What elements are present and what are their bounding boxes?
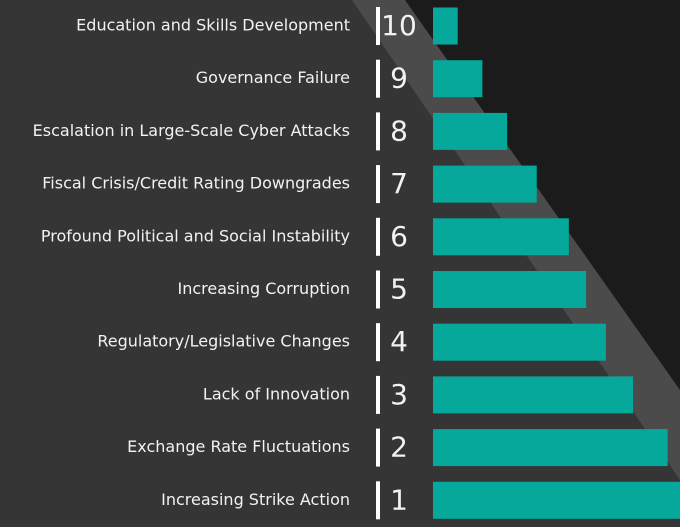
bar: [433, 112, 508, 150]
rank-label: 4: [390, 325, 408, 358]
rank-label: 1: [390, 483, 408, 516]
rank-label: 7: [390, 167, 408, 200]
category-label: Increasing Strike Action: [161, 490, 350, 509]
category-label: Profound Political and Social Instabilit…: [41, 226, 350, 245]
separator: [376, 375, 380, 414]
separator: [376, 323, 380, 362]
bar: [433, 429, 668, 467]
bar: [433, 323, 606, 361]
category-label: Education and Skills Development: [76, 16, 350, 35]
separator: [376, 7, 380, 45]
category-label: Increasing Corruption: [178, 279, 350, 298]
category-label: Governance Failure: [196, 68, 350, 87]
separator: [376, 270, 380, 309]
separator: [376, 217, 380, 256]
bar: [433, 218, 569, 256]
bar: [433, 271, 587, 308]
rank-label: 10: [381, 9, 417, 42]
category-label: Fiscal Crisis/Credit Rating Downgrades: [42, 174, 350, 193]
bar: [433, 481, 680, 519]
rank-label: 5: [390, 273, 408, 306]
category-label: Regulatory/Legislative Changes: [97, 332, 350, 351]
bar: [433, 60, 483, 98]
category-label: Exchange Rate Fluctuations: [127, 437, 350, 456]
rank-label: 8: [390, 114, 408, 147]
rank-label: 3: [390, 378, 408, 411]
bar: [433, 165, 537, 203]
separator: [376, 428, 380, 467]
rank-label: 2: [390, 431, 408, 464]
rank-label: 6: [390, 220, 408, 253]
bar: [433, 7, 458, 45]
background-dark: [405, 0, 680, 390]
category-label: Lack of Innovation: [203, 384, 350, 403]
rank-label: 9: [390, 62, 408, 95]
bar: [433, 376, 634, 414]
separator: [376, 165, 380, 204]
separator: [376, 112, 380, 151]
category-label: Escalation in Large-Scale Cyber Attacks: [33, 121, 350, 140]
separator: [376, 59, 380, 98]
separator: [376, 481, 380, 520]
